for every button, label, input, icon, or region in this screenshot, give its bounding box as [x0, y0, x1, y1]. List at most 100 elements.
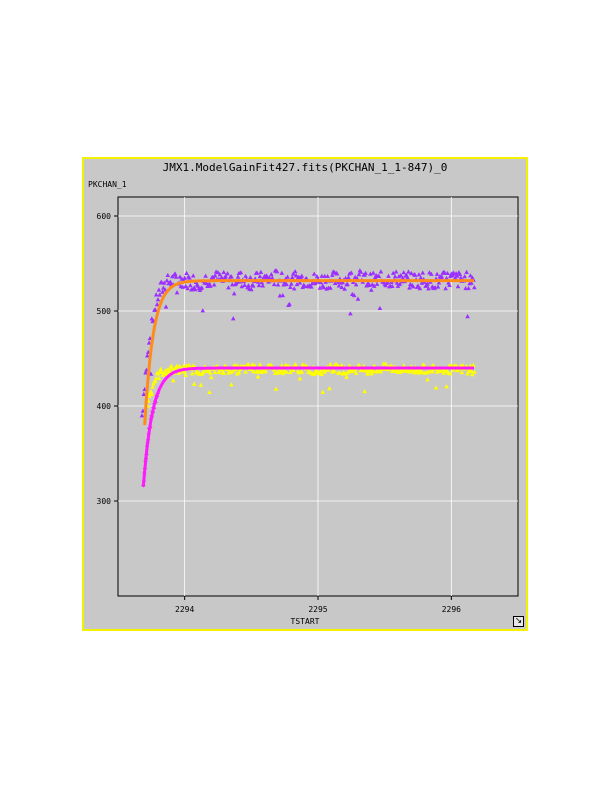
data-point: [354, 275, 360, 281]
data-point: [447, 282, 452, 287]
data-point: [353, 282, 359, 287]
data-point: [319, 371, 325, 376]
data-point: [293, 273, 299, 278]
data-point: [340, 280, 346, 285]
data-point: [470, 371, 475, 377]
data-point: [284, 369, 289, 374]
data-point: [405, 275, 410, 280]
data-point: [199, 285, 205, 290]
data-point: [318, 368, 324, 373]
data-point: [259, 280, 265, 285]
data-point: [148, 389, 154, 394]
data-point: [343, 371, 348, 376]
data-point: [256, 282, 262, 288]
data-point: [164, 278, 170, 283]
data-point: [394, 280, 400, 285]
data-point: [466, 285, 471, 291]
data-point: [339, 362, 345, 368]
data-point: [200, 308, 206, 313]
data-point: [376, 273, 382, 278]
data-point: [328, 361, 333, 366]
data-point: [448, 371, 453, 376]
data-point: [410, 284, 416, 289]
data-point: [314, 274, 320, 279]
data-point: [170, 377, 176, 383]
data-point: [415, 283, 421, 288]
data-point: [401, 270, 407, 275]
data-point: [416, 272, 422, 277]
data-point: [465, 371, 470, 376]
data-point: [445, 270, 450, 276]
data-point: [411, 370, 417, 375]
data-point: [442, 270, 447, 275]
data-point: [201, 368, 207, 374]
data-point: [329, 272, 335, 277]
data-point: [371, 283, 377, 288]
data-point: [433, 385, 439, 390]
data-point: [188, 282, 193, 288]
data-point: [198, 382, 204, 387]
data-point: [412, 272, 418, 277]
data-point: [300, 362, 306, 367]
data-point: [297, 376, 303, 381]
data-point: [351, 292, 357, 298]
data-point: [459, 369, 465, 375]
data-point: [444, 275, 449, 281]
data-point: [409, 270, 414, 276]
data-point: [469, 280, 474, 285]
data-point: [311, 371, 317, 377]
y-tick-label: 600: [97, 212, 112, 221]
resize-icon[interactable]: ↘: [513, 616, 524, 627]
data-point: [326, 367, 331, 372]
data-point: [386, 273, 391, 278]
plot-window: JMX1.ModelGainFit427.fits(PKCHAN_1_1-847…: [82, 157, 528, 631]
data-point: [176, 370, 182, 375]
data-point: [471, 362, 476, 368]
data-point: [230, 316, 236, 321]
data-point: [260, 283, 266, 288]
data-point: [311, 271, 317, 276]
data-point: [209, 374, 214, 380]
data-point: [169, 363, 174, 368]
data-point: [426, 286, 431, 291]
data-point: [258, 269, 264, 274]
data-point: [288, 369, 293, 374]
data-point: [177, 363, 183, 369]
data-point: [225, 271, 230, 276]
data-point: [182, 369, 187, 374]
data-point: [239, 284, 245, 289]
data-point: [248, 274, 253, 280]
data-point: [392, 368, 398, 373]
data-point: [192, 287, 198, 292]
data-point: [212, 273, 218, 278]
x-axis-label: TSTART: [290, 617, 320, 626]
data-point: [355, 296, 361, 301]
data-point: [156, 375, 162, 381]
data-point: [229, 368, 235, 374]
data-point: [235, 274, 241, 279]
data-point: [429, 271, 434, 276]
data-point: [223, 273, 228, 278]
data-point: [183, 372, 188, 377]
data-point: [430, 362, 436, 368]
data-point: [150, 384, 155, 389]
data-point: [238, 270, 244, 275]
data-point: [226, 285, 231, 290]
data-point: [242, 282, 247, 288]
data-point: [219, 275, 225, 280]
data-point: [460, 363, 466, 368]
data-point: [455, 284, 461, 289]
data-point: [146, 340, 152, 345]
data-point: [246, 362, 251, 367]
data-point: [421, 362, 427, 367]
data-point: [407, 285, 412, 290]
data-point: [267, 275, 272, 280]
data-point: [257, 273, 263, 279]
data-point: [374, 281, 380, 286]
data-point: [153, 307, 158, 312]
data-point: [434, 271, 440, 276]
data-point: [318, 280, 324, 285]
data-point: [453, 363, 459, 368]
data-point: [418, 275, 424, 280]
data-point: [246, 283, 251, 288]
